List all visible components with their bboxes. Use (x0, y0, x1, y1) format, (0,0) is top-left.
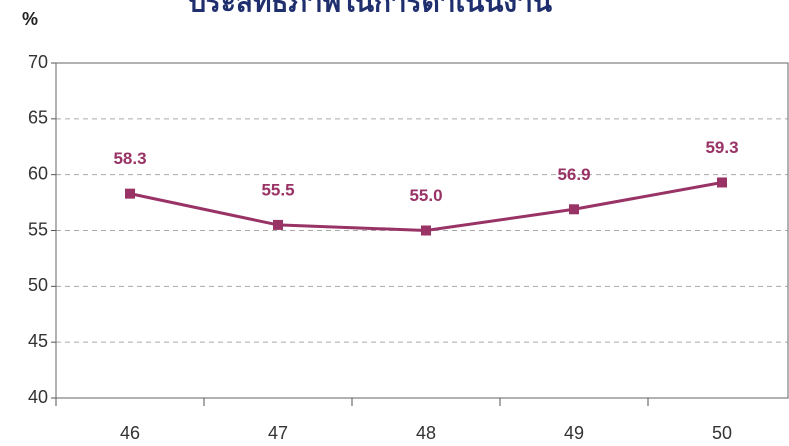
y-tick-label: 50 (28, 275, 48, 295)
data-label: 56.9 (557, 165, 590, 184)
point-marker (125, 188, 135, 199)
x-tick-label: 49 (564, 423, 584, 443)
data-label: 55.5 (261, 180, 294, 199)
y-axis-label: % (22, 9, 38, 29)
x-tick-label: 50 (712, 423, 732, 443)
data-label: 59.3 (705, 138, 738, 157)
data-label: 58.3 (113, 149, 146, 168)
chart-title: ประสิทธิภาพในการดำเนินงาน (188, 0, 552, 17)
point-marker (273, 219, 283, 230)
y-tick-label: 55 (28, 219, 48, 239)
y-tick-label: 40 (28, 387, 48, 407)
x-tick-label: 46 (120, 423, 140, 443)
plot-frame (55, 62, 789, 399)
x-tick-label: 48 (416, 423, 436, 443)
point-marker (421, 225, 431, 236)
data-label: 55.0 (409, 186, 442, 205)
point-marker (569, 204, 579, 215)
y-tick-label: 65 (28, 108, 48, 128)
y-tick-label: 45 (28, 331, 48, 351)
point-marker (717, 177, 727, 188)
y-tick-label: 60 (28, 163, 48, 183)
x-tick-label: 47 (268, 423, 288, 443)
y-tick-label: 70 (28, 52, 48, 72)
